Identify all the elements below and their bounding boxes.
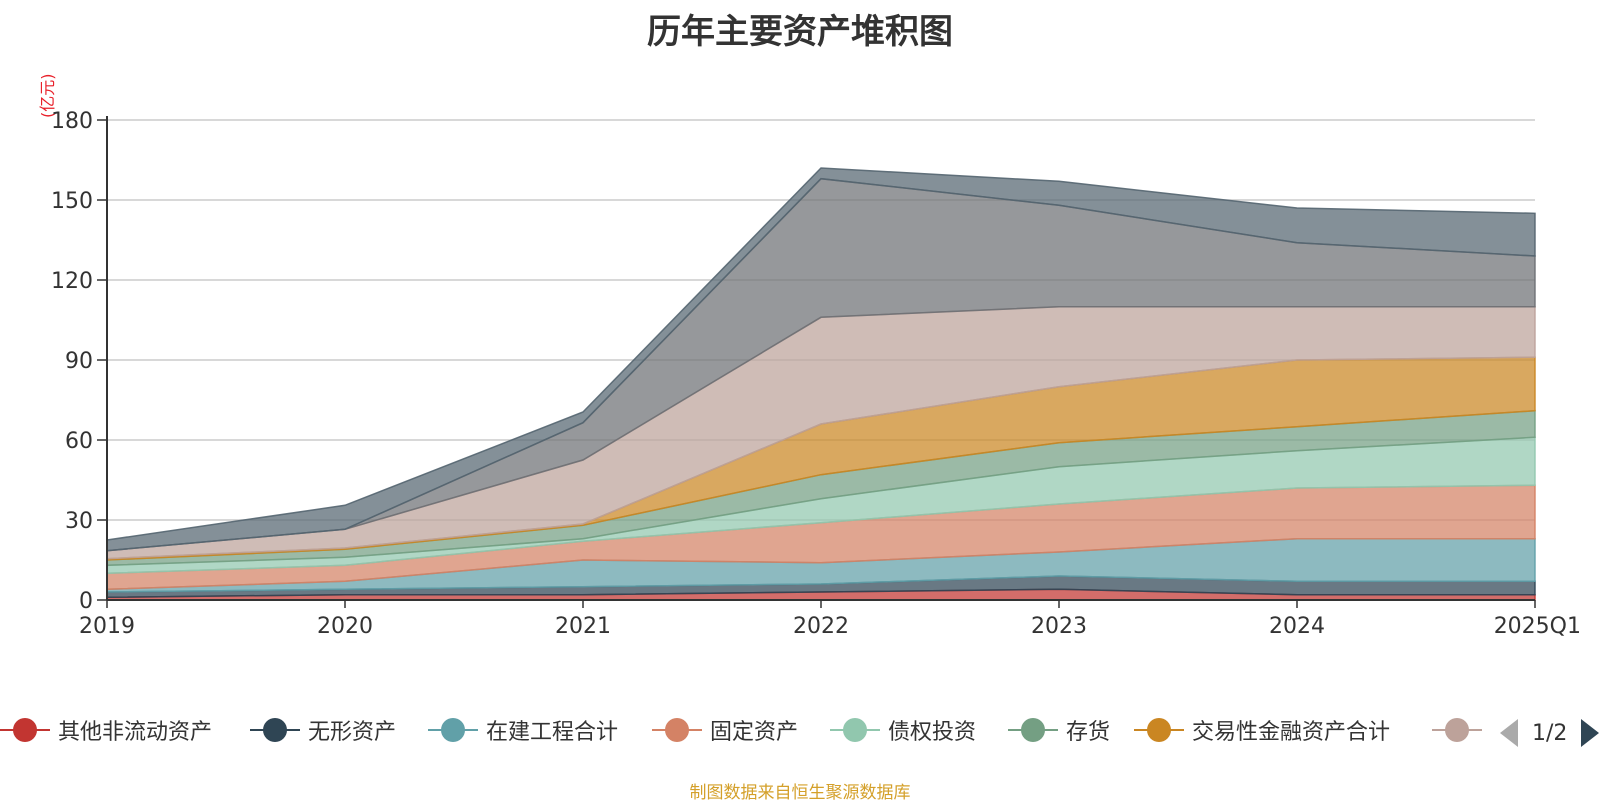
legend-item-7[interactable]	[1432, 712, 1490, 748]
legend-item-2[interactable]: 在建工程合计	[428, 712, 618, 748]
legend-label: 无形资产	[308, 720, 397, 745]
legend-marker-icon	[0, 717, 50, 743]
legend-item-6[interactable]: 交易性金融资产合计	[1134, 712, 1390, 748]
legend-item-5[interactable]: 存货	[1008, 712, 1110, 748]
x-tick-label: 2024	[1269, 614, 1325, 639]
y-tick-label: 180	[51, 109, 93, 134]
legend-item-1[interactable]: 无形资产	[250, 712, 396, 748]
y-tick-label: 0	[79, 589, 93, 614]
legend-label: 固定资产	[710, 720, 799, 745]
x-tick-label: 2020	[317, 614, 373, 639]
legend-next-page-icon[interactable]	[1581, 719, 1600, 747]
data-source-note: 制图数据来自恒生聚源数据库	[689, 783, 911, 803]
legend-page-indicator: 1/2	[1532, 720, 1568, 746]
legend-marker-icon	[1008, 717, 1058, 743]
legend-item-0[interactable]: 其他非流动资产	[0, 712, 212, 748]
chart-title: 历年主要资产堆积图	[647, 12, 953, 52]
legend-item-3[interactable]: 固定资产	[652, 712, 798, 748]
y-tick-label: 90	[65, 349, 93, 374]
stacked-area-chart: 0 30 60 90 120 150 180 2019 2020 2021 2022 2023 2024…	[51, 109, 1581, 639]
x-tick-label: 2022	[793, 614, 849, 639]
legend-marker-icon	[428, 717, 478, 743]
legend-label: 在建工程合计	[486, 720, 619, 745]
x-tick-label: 2023	[1031, 614, 1087, 639]
legend-label: 交易性金融资产合计	[1192, 720, 1391, 745]
legend-marker-icon	[830, 717, 880, 743]
legend-marker-icon	[1134, 717, 1184, 743]
x-tick-label: 2021	[555, 614, 611, 639]
legend-label: 存货	[1066, 720, 1111, 745]
legend-label: 债权投资	[888, 720, 977, 745]
y-tick-label: 60	[65, 429, 93, 454]
y-tick-label: 150	[51, 189, 93, 214]
legend-prev-page-icon[interactable]	[1500, 719, 1518, 747]
legend-marker-icon	[652, 717, 702, 743]
legend-marker-icon	[1432, 717, 1482, 743]
legend-pager: 1/2	[1500, 718, 1600, 748]
y-tick-label: 120	[51, 269, 93, 294]
x-tick-label: 2019	[79, 614, 135, 639]
area-series-9[interactable]	[106, 167, 1536, 552]
legend: 其他非流动资产 无形资产 在建工程合计 固定资产 债权投资 存货 交易性金融资产合计	[0, 712, 1600, 752]
y-tick-label: 30	[65, 509, 93, 534]
legend-label: 其他非流动资产	[58, 720, 213, 745]
x-tick-label: 2025Q1	[1494, 614, 1581, 639]
legend-item-4[interactable]: 债权投资	[830, 712, 976, 748]
legend-marker-icon	[250, 717, 300, 743]
